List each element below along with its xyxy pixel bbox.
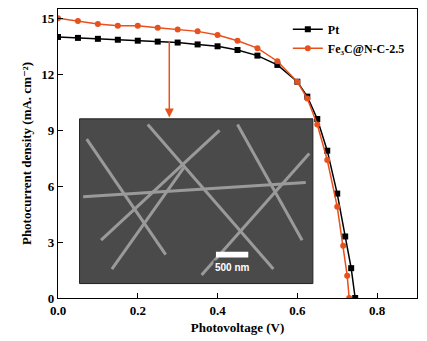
svg-text:0.2: 0.2 <box>130 303 146 318</box>
svg-text:0.8: 0.8 <box>369 303 386 318</box>
svg-text:Photovoltage (V): Photovoltage (V) <box>191 320 285 335</box>
svg-text:0.6: 0.6 <box>289 303 306 318</box>
svg-text:0: 0 <box>48 291 55 306</box>
svg-text:6: 6 <box>48 179 55 194</box>
svg-text:Photocurrent density (mA. cm⁻²: Photocurrent density (mA. cm⁻²) <box>19 62 34 245</box>
svg-text:15: 15 <box>41 11 55 26</box>
svg-text:0.4: 0.4 <box>209 303 226 318</box>
svg-text:9: 9 <box>48 123 55 138</box>
svg-text:12: 12 <box>41 67 54 82</box>
svg-text:Fe₃C@N-C-2.5: Fe₃C@N-C-2.5 <box>328 42 404 56</box>
svg-text:500 nm: 500 nm <box>215 262 250 273</box>
svg-text:Pt: Pt <box>328 23 339 37</box>
svg-text:3: 3 <box>48 235 55 250</box>
svg-text:0.0: 0.0 <box>50 303 66 318</box>
